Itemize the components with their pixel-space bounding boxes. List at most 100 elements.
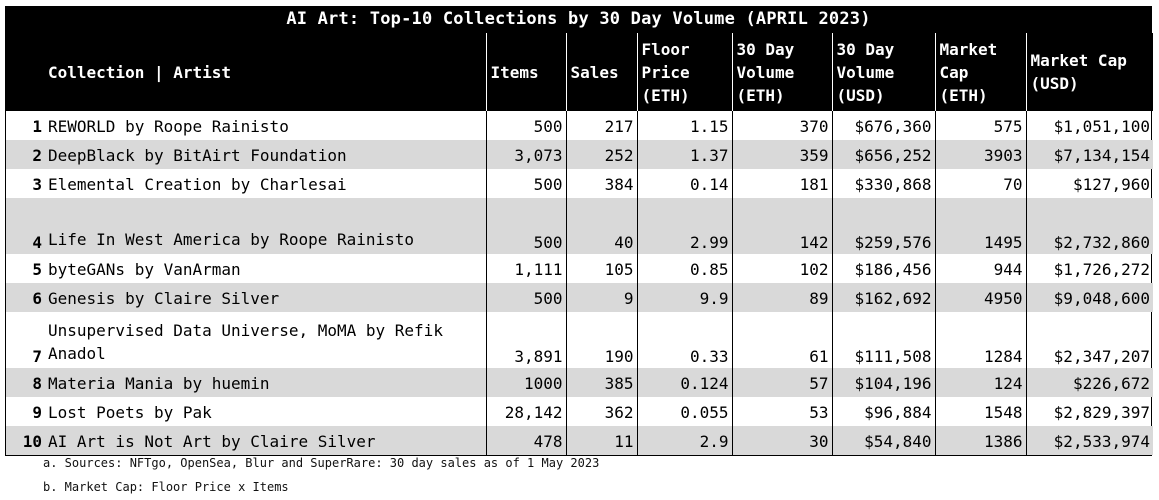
row-sales: 105 <box>566 254 638 283</box>
row-rank: 3 <box>32 175 42 194</box>
row-vol-usd: $676,360 <box>832 111 936 140</box>
table-row: 5 byteGANs by VanArman 1,111 105 0.85 10… <box>6 254 1153 283</box>
collections-table: Collection | Artist Items Sales Floor Pr… <box>6 33 1153 455</box>
header-items: Items <box>486 33 567 111</box>
row-sales: 252 <box>566 140 638 169</box>
row-floor: 0.14 <box>637 169 733 198</box>
header-floor-line2: Price <box>641 62 690 82</box>
header-sales: Sales <box>566 33 638 111</box>
row-vol-eth: 89 <box>732 283 833 312</box>
row-mcap-usd: $2,732,860 <box>1026 198 1153 254</box>
row-rank: 8 <box>6 368 44 397</box>
row-vol-usd: $186,456 <box>832 254 936 283</box>
table-row: 1 REWORLD by Roope Rainisto 500 217 1.15… <box>6 111 1153 140</box>
row-sales: 190 <box>566 312 638 368</box>
row-mcap-usd: $226,672 <box>1026 368 1153 397</box>
row-vol-usd: $656,252 <box>832 140 936 169</box>
row-floor: 2.99 <box>637 198 733 254</box>
row-vol-usd: $104,196 <box>832 368 936 397</box>
header-mcap-eth-line2: Cap <box>939 62 969 82</box>
row-sales: 11 <box>566 426 638 455</box>
row-mcap-eth: 575 <box>935 111 1027 140</box>
row-items: 500 <box>486 283 567 312</box>
footnote-sources: a. Sources: NFTgo, OpenSea, Blur and Sup… <box>43 456 600 470</box>
header-row: Collection | Artist Items Sales Floor Pr… <box>6 33 1153 111</box>
row-floor: 1.37 <box>637 140 733 169</box>
table-row: 7 Unsupervised Data Universe, MoMA by Re… <box>6 312 1153 368</box>
row-sales: 40 <box>566 198 638 254</box>
row-rank: 9 <box>32 403 42 422</box>
row-items: 500 <box>486 111 567 140</box>
row-floor: 0.055 <box>637 397 733 426</box>
row-mcap-usd: $1,051,100 <box>1053 117 1150 136</box>
row-collection: byteGANs by VanArman <box>44 254 487 283</box>
row-floor: 2.9 <box>637 426 733 455</box>
table-container: AI Art: Top-10 Collections by 30 Day Vol… <box>5 6 1153 456</box>
row-mcap-usd: $2,829,397 <box>1053 403 1150 422</box>
header-mcap-usd-line1: Market Cap <box>1030 51 1127 70</box>
row-items: 1000 <box>486 368 567 397</box>
row-vol-eth: 53 <box>732 397 833 426</box>
table-row: 2 DeepBlack by BitAirt Foundation 3,073 … <box>6 140 1153 169</box>
row-mcap-eth: 944 <box>935 254 1027 283</box>
row-vol-usd: $111,508 <box>832 312 936 368</box>
footnote-market-cap: b. Market Cap: Floor Price x Items <box>43 480 289 494</box>
row-vol-eth: 359 <box>732 140 833 169</box>
row-mcap-eth: 1495 <box>935 198 1027 254</box>
row-mcap-eth: 4950 <box>935 283 1027 312</box>
row-rank: 5 <box>32 260 42 279</box>
row-collection: Elemental Creation by Charlesai <box>44 169 487 198</box>
row-items: 1,111 <box>486 254 567 283</box>
header-mcap-eth-line3: (ETH) <box>939 85 988 105</box>
row-items: 500 <box>486 198 567 254</box>
row-floor: 9.9 <box>637 283 733 312</box>
row-floor: 0.33 <box>637 312 733 368</box>
row-collection: Genesis by Claire Silver <box>44 283 487 312</box>
header-floor-price: Floor Price (ETH) <box>637 33 733 111</box>
row-vol-usd: $96,884 <box>832 397 936 426</box>
header-floor-line1: Floor <box>641 39 690 59</box>
table-row: 8 Materia Mania by huemin 1000 385 0.124… <box>6 368 1153 397</box>
row-mcap-eth: 3903 <box>935 140 1027 169</box>
row-items: 3,891 <box>486 312 567 368</box>
header-market-cap-eth: Market Cap (ETH) <box>935 33 1027 111</box>
row-rank: 4 <box>6 198 44 254</box>
row-vol-eth: 370 <box>732 111 833 140</box>
row-vol-usd: $54,840 <box>832 426 936 455</box>
row-rank: 2 <box>6 140 44 169</box>
row-collection: Lost Poets by Pak <box>44 397 487 426</box>
header-vol-eth-line2: Volume <box>736 62 795 82</box>
row-collection: Life In West America by Roope Rainisto <box>44 198 487 254</box>
row-sales: 385 <box>566 368 638 397</box>
header-vol-usd-line2: Volume <box>836 62 895 82</box>
row-rank: 1 <box>32 117 42 136</box>
row-vol-usd: $259,576 <box>832 198 936 254</box>
row-mcap-usd: $2,533,974 <box>1026 426 1153 455</box>
row-vol-eth: 142 <box>732 198 833 254</box>
header-vol-usd-line3: (USD) <box>836 85 885 105</box>
header-floor-line3: (ETH) <box>641 85 690 105</box>
table-title: AI Art: Top-10 Collections by 30 Day Vol… <box>5 6 1152 33</box>
row-rank: 6 <box>6 283 44 312</box>
row-vol-eth: 61 <box>732 312 833 368</box>
row-floor: 1.15 <box>637 111 733 140</box>
row-sales: 217 <box>566 111 638 140</box>
row-collection: AI Art is Not Art by Claire Silver <box>44 426 487 455</box>
table-box: Collection | Artist Items Sales Floor Pr… <box>5 33 1153 456</box>
row-sales: 9 <box>566 283 638 312</box>
table-row: 3 Elemental Creation by Charlesai 500 38… <box>6 169 1153 198</box>
row-mcap-usd: $127,960 <box>1072 175 1150 194</box>
table-row: 10 AI Art is Not Art by Claire Silver 47… <box>6 426 1153 455</box>
table-row: 6 Genesis by Claire Silver 500 9 9.9 89 … <box>6 283 1153 312</box>
row-floor: 0.124 <box>637 368 733 397</box>
header-vol-eth-line3: (ETH) <box>736 85 785 105</box>
row-vol-eth: 57 <box>732 368 833 397</box>
row-collection: REWORLD by Roope Rainisto <box>44 111 487 140</box>
header-volume-eth: 30 Day Volume (ETH) <box>732 33 833 111</box>
header-market-cap-usd: Market Cap (USD) <box>1026 33 1153 111</box>
header-mcap-usd-line2: (USD) <box>1030 74 1079 93</box>
row-vol-eth: 181 <box>732 169 833 198</box>
row-mcap-eth: 1386 <box>935 426 1027 455</box>
row-vol-usd: $330,868 <box>832 169 936 198</box>
row-mcap-usd: $9,048,600 <box>1026 283 1153 312</box>
